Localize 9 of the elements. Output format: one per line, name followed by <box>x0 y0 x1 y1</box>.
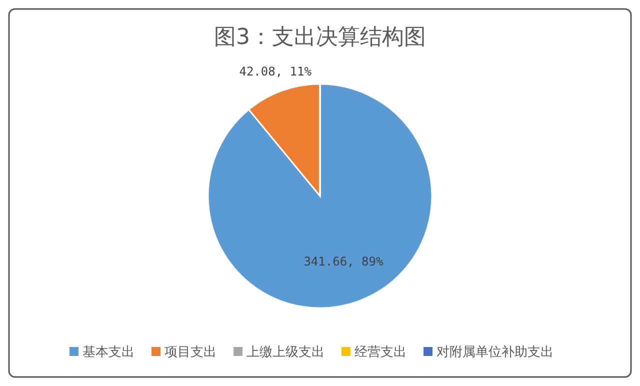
chart-title: 图3：支出决算结构图 <box>214 25 426 50</box>
legend-label: 对附属单位补助支出 <box>436 345 554 360</box>
legend-label: 项目支出 <box>164 345 216 360</box>
data-label: 42.08, 11% <box>239 64 312 79</box>
legend-label: 上缴上级支出 <box>246 345 324 360</box>
legend-label: 基本支出 <box>82 345 134 360</box>
data-label: 341.66, 89% <box>304 254 384 268</box>
legend-label: 经营支出 <box>354 345 406 360</box>
pie-slice <box>207 83 433 309</box>
